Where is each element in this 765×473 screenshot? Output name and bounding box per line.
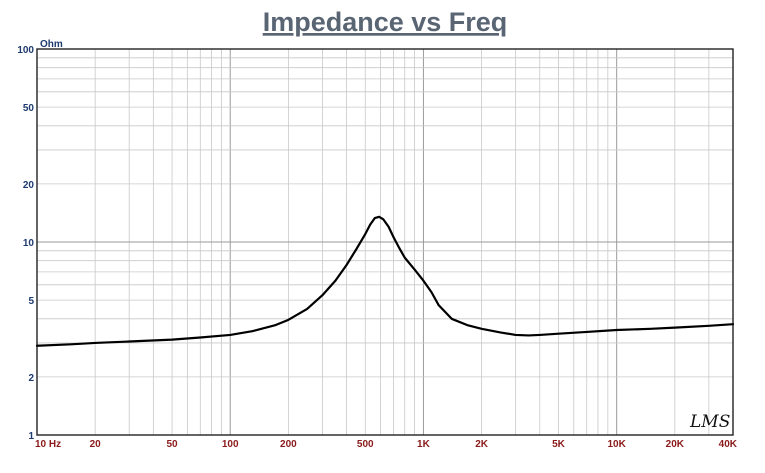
y-tick-label: 50 — [23, 103, 35, 114]
y-tick-label: 100 — [17, 45, 34, 56]
x-tick-label: 40K — [719, 439, 738, 450]
y-tick-label: 20 — [23, 180, 35, 191]
x-tick-labels: 10 Hz 20 50 100 200 500 1K 2K 5K 10K 20K 40K — [35, 439, 738, 450]
grid-layer — [36, 49, 734, 436]
x-tick-label: 500 — [357, 439, 374, 450]
lms-watermark: LMS — [689, 412, 730, 432]
x-tick-label: 10K — [607, 439, 626, 450]
x-tick-label: 20 — [90, 439, 102, 450]
x-tick-label: 1K — [417, 439, 431, 450]
x-tick-label: 100 — [222, 439, 239, 450]
y-tick-labels: 1 2 5 10 20 50 100 — [17, 45, 34, 442]
y-axis-unit-label: Ohm — [40, 39, 63, 50]
x-tick-label: 50 — [166, 439, 178, 450]
y-tick-label: 1 — [28, 431, 34, 442]
x-tick-label: 10 Hz — [35, 439, 61, 450]
series-line-impedance — [35, 215, 735, 347]
x-tick-label: 2K — [475, 439, 489, 450]
y-tick-label: 10 — [23, 238, 35, 249]
x-tick-label: 5K — [552, 439, 566, 450]
plot-frame — [36, 48, 734, 436]
y-tick-label: 5 — [28, 296, 34, 307]
x-tick-label: 200 — [280, 439, 297, 450]
y-tick-label: 2 — [28, 373, 34, 384]
chart-title: Impedance vs Freq — [263, 7, 508, 37]
x-tick-label: 20K — [666, 439, 685, 450]
